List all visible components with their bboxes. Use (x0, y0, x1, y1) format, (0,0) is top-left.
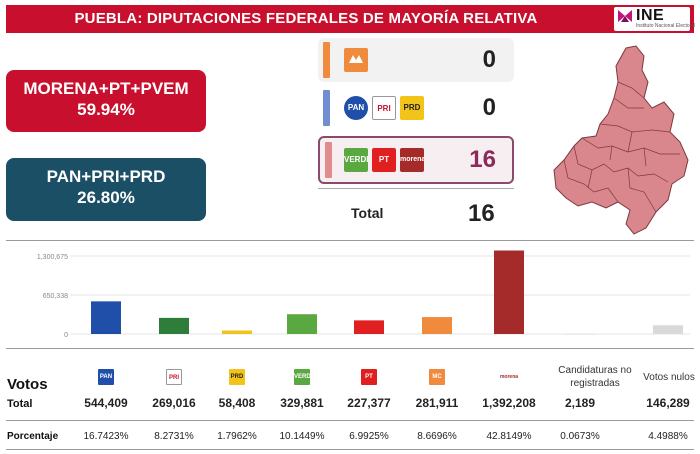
vote-total-cell: 227,377 (347, 396, 391, 410)
y-tick-label: 0 (64, 332, 68, 339)
vote-percentage-cell: 8.2731% (154, 431, 194, 442)
pt-logo-icon: PT (361, 369, 377, 385)
bar-morena (494, 250, 524, 334)
table-divider (6, 420, 694, 421)
vote-total-cell: 281,911 (415, 396, 459, 410)
bar-votos-nulos (653, 325, 683, 334)
bar-pt (354, 320, 384, 334)
ine-logo-text: INE (636, 7, 665, 24)
prd-logo-icon: PRD (400, 96, 424, 120)
seat-total-divider (318, 188, 514, 189)
vote-percentage-cell: 6.9925% (349, 431, 389, 442)
bar-candidaturas-no-registradas (565, 333, 595, 335)
seat-row-morena-pt-pvem: VERDE PT morena 16 (318, 136, 514, 184)
total-row-label: Total (7, 398, 33, 410)
vote-percentage-cell: 10.1449% (279, 431, 325, 442)
verde-logo-icon: VERDE (294, 369, 310, 385)
mc-logo-icon (344, 48, 368, 72)
coalition-name: MORENA+PT+PVEM (23, 79, 189, 98)
null-votes-header: Votos nulos (643, 372, 695, 383)
pan-logo-icon: PAN (344, 96, 368, 120)
ine-logo-icon (618, 10, 632, 22)
no-registered-header: Candidaturas no registradas (558, 365, 632, 389)
seat-row-pan-pri-prd: PAN PRI PRD 0 (318, 86, 514, 130)
y-tick-label: 1,300,675 (37, 254, 68, 261)
section-divider (6, 240, 694, 241)
vote-total-cell: 329,881 (280, 396, 324, 410)
bar-prd (222, 330, 252, 334)
puebla-map (553, 45, 689, 235)
section-divider (6, 348, 694, 349)
mc-logo-icon: MC (429, 369, 445, 385)
bar-pvem (287, 314, 317, 334)
pri-logo-icon: PRI (372, 96, 396, 120)
vote-total-cell: 146,289 (646, 396, 690, 410)
morena-logo-icon: morena (400, 148, 424, 172)
pan-logo-icon: PAN (98, 369, 114, 385)
morena-logo-icon: morena (498, 369, 520, 385)
coalition-morena-box: MORENA+PT+PVEM 59.94% (6, 70, 206, 132)
table-divider (6, 449, 694, 450)
seat-row-mc: 0 (318, 38, 514, 82)
coalition-percentage: 59.94% (77, 100, 135, 119)
vote-percentage-cell: 16.7423% (83, 431, 129, 442)
vote-total-cell: 544,409 (84, 396, 128, 410)
vote-total-cell: 58,408 (218, 396, 256, 410)
coalition-pan-box: PAN+PRI+PRD 26.80% (6, 158, 206, 221)
votes-bar-chart: 1,300,675 650,338 0 (37, 250, 690, 339)
seat-count: 0 (482, 94, 496, 121)
coalition-name: PAN+PRI+PRD (46, 167, 166, 186)
prd-logo-icon: PRD (229, 369, 245, 385)
seat-count: 0 (482, 46, 496, 73)
seat-total-label: Total (351, 205, 384, 221)
bar-mc (422, 317, 452, 334)
vote-total-cell: 269,016 (152, 396, 196, 410)
header-bar: PUEBLA: DIPUTACIONES FEDERALES DE MAYORÍ… (6, 5, 695, 33)
ine-logo: INE Instituto Nacional Electoral (614, 7, 695, 31)
votos-label: Votos (7, 376, 48, 393)
pri-logo-icon: PRI (166, 369, 182, 385)
vote-total-cell: 2,189 (564, 396, 596, 410)
seat-total-value: 16 (468, 200, 495, 227)
row-color-strip (325, 142, 332, 178)
seat-count: 16 (469, 146, 496, 173)
vote-percentage-cell: 4.4988% (648, 431, 688, 442)
vote-percentage-cell: 0.0673% (560, 431, 600, 442)
row-color-strip (323, 90, 330, 126)
bar-pan (91, 301, 121, 334)
vote-percentage-cell: 42.8149% (486, 431, 532, 442)
ine-logo-subtitle: Instituto Nacional Electoral (636, 23, 696, 29)
y-tick-label: 650,338 (43, 293, 68, 300)
bar-pri (159, 317, 189, 334)
percentage-row-label: Porcentaje (7, 431, 59, 442)
row-color-strip (323, 42, 330, 78)
coalition-percentage: 26.80% (77, 188, 135, 207)
pt-logo-icon: PT (372, 148, 396, 172)
page-title: PUEBLA: DIPUTACIONES FEDERALES DE MAYORÍ… (74, 10, 538, 27)
vote-total-cell: 1,392,208 (482, 396, 536, 410)
vote-percentage-cell: 8.6696% (417, 431, 457, 442)
verde-logo-icon: VERDE (344, 148, 368, 172)
vote-percentage-cell: 1.7962% (217, 431, 257, 442)
